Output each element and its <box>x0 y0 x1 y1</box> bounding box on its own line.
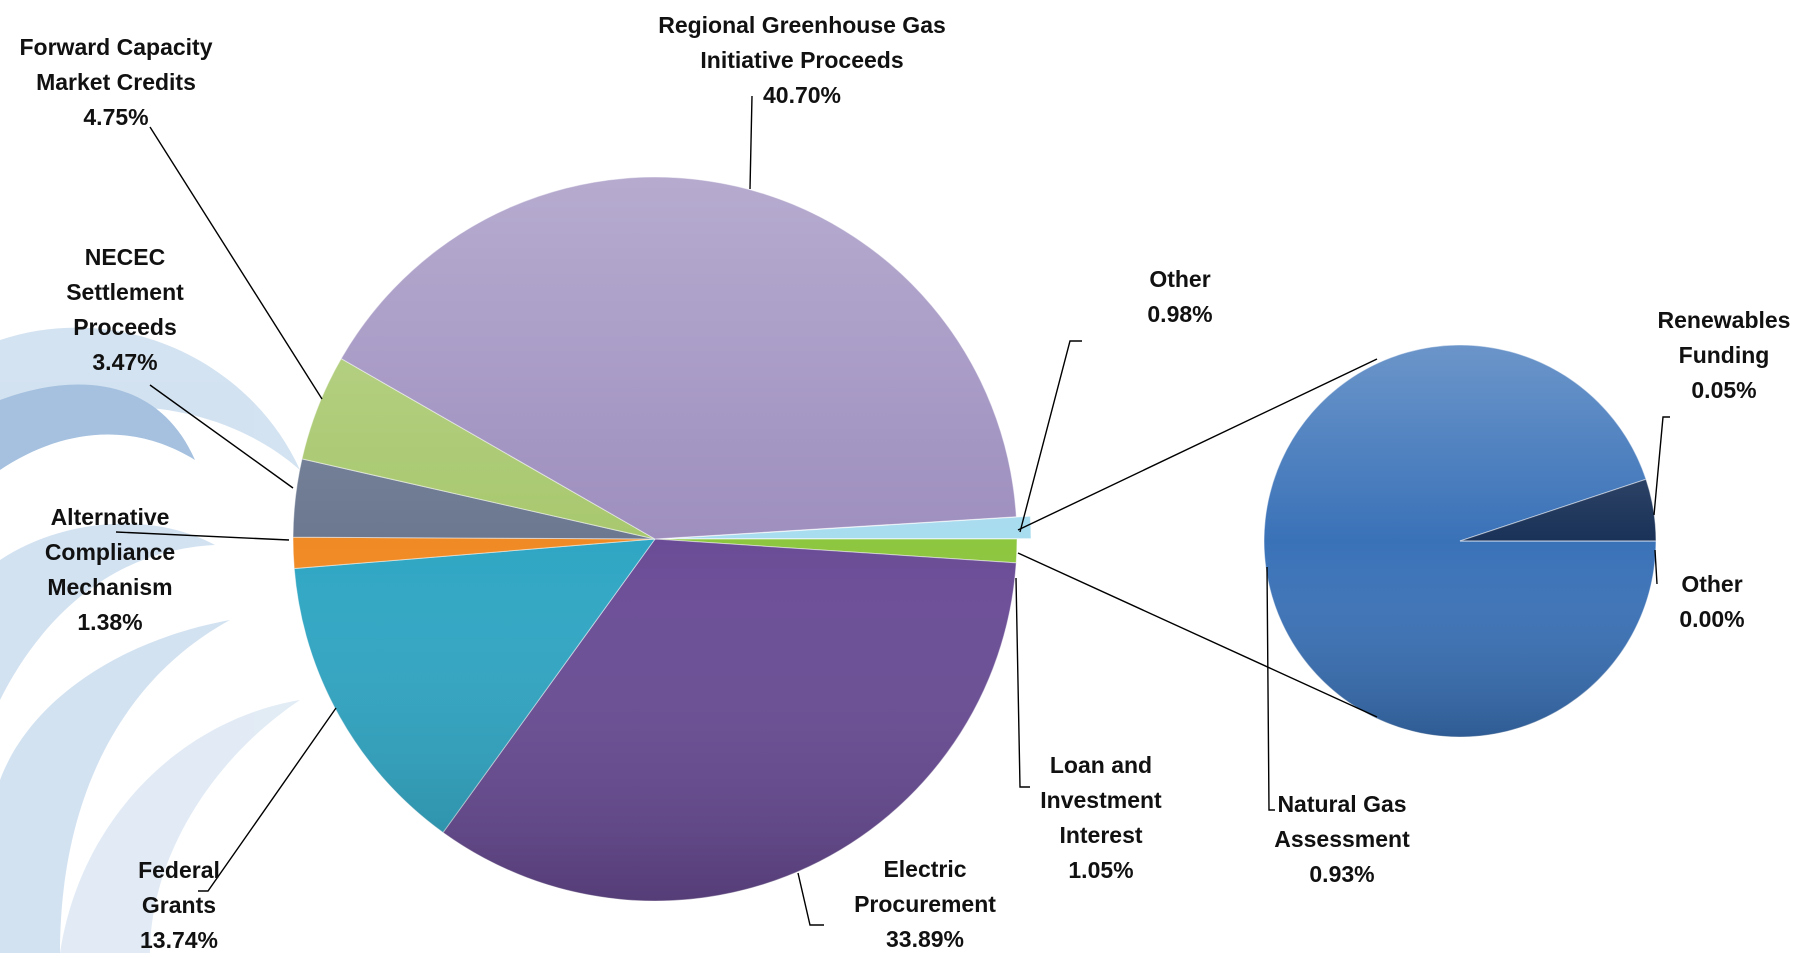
value-label: 40.70% <box>762 82 841 108</box>
leader-line <box>797 872 824 926</box>
data-label: Forward Capacity Market Credits 4.75% <box>0 30 236 135</box>
data-label: Federal Grants 13.74% <box>124 853 234 958</box>
data-label: Electric Procurement 33.89% <box>835 852 1015 957</box>
data-label: Other 0.98% <box>1125 262 1235 332</box>
category-label: Other <box>1149 266 1211 292</box>
leader-line <box>1653 416 1670 516</box>
leader-lines <box>115 95 1670 926</box>
value-label: 0.00% <box>1679 606 1745 632</box>
data-label: Loan and Investment Interest 1.05% <box>1026 748 1176 888</box>
value-label: 33.89% <box>885 926 964 952</box>
leader-line <box>1654 549 1658 585</box>
value-label: 0.98% <box>1147 301 1213 327</box>
connectors <box>1017 358 1378 718</box>
leader-line <box>149 384 294 489</box>
category-label: Electric Procurement <box>854 856 996 917</box>
category-label: Federal Grants <box>138 857 220 918</box>
leader-line <box>198 707 337 892</box>
category-label: Regional Greenhouse Gas Initiative Proce… <box>658 12 946 73</box>
background-swirl <box>0 327 300 953</box>
value-label: 3.47% <box>92 349 158 375</box>
data-label: Natural Gas Assessment 0.93% <box>1262 787 1422 892</box>
category-label: Other <box>1681 571 1743 597</box>
data-label: Renewables Funding 0.05% <box>1644 303 1804 408</box>
data-label: Other 0.00% <box>1657 567 1767 637</box>
value-label: 1.38% <box>77 609 143 635</box>
value-label: 0.93% <box>1309 861 1375 887</box>
category-label: Loan and Investment Interest <box>1040 752 1162 848</box>
category-label: Forward Capacity Market Credits <box>19 34 213 95</box>
leader-line <box>1266 566 1275 811</box>
value-label: 4.75% <box>83 104 149 130</box>
leader-line <box>149 126 323 400</box>
leader-line <box>1015 577 1030 788</box>
slices <box>292 176 1657 902</box>
value-label: 1.05% <box>1068 857 1134 883</box>
connector-line <box>1017 358 1378 531</box>
value-label: 0.05% <box>1691 377 1757 403</box>
data-label: Regional Greenhouse Gas Initiative Proce… <box>627 8 977 113</box>
leader-line <box>749 95 753 190</box>
category-label: Renewables Funding <box>1657 307 1791 368</box>
value-label: 13.74% <box>139 927 218 953</box>
connector-line <box>1017 552 1378 718</box>
data-label: Alternative Compliance Mechanism 1.38% <box>25 500 195 640</box>
leader-line <box>115 531 290 541</box>
category-label: Alternative Compliance Mechanism <box>44 504 176 600</box>
category-label: Natural Gas Assessment <box>1274 791 1410 852</box>
category-label: NECEC Settlement Proceeds <box>66 244 184 340</box>
leader-line <box>1019 340 1082 533</box>
data-label: NECEC Settlement Proceeds 3.47% <box>50 240 200 380</box>
